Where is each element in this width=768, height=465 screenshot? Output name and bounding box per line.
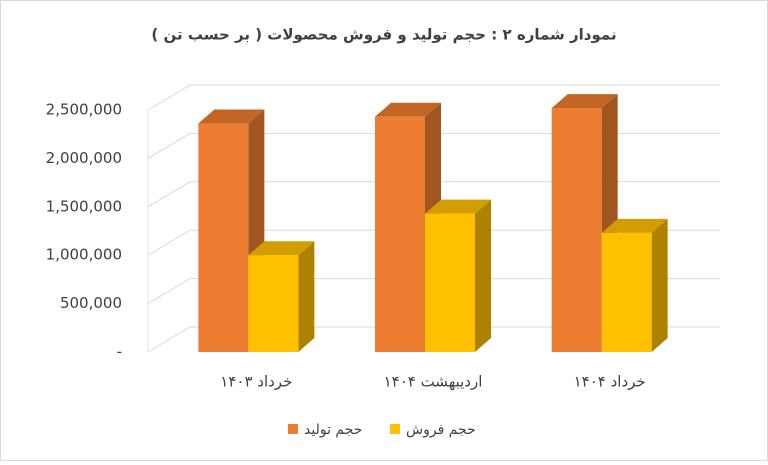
legend-label: حجم تولید [304, 422, 362, 438]
grid-line [147, 326, 720, 353]
y-tick-label: 1,500,000 [46, 197, 122, 215]
legend-label: حجم فروش [406, 422, 476, 438]
bar [375, 116, 425, 352]
chart-title: نمودار شماره ۲ : حجم تولید و فروش محصولا… [151, 26, 616, 44]
bar-side [651, 218, 668, 352]
legend-swatch [288, 424, 298, 434]
bar-top [248, 241, 315, 256]
grid-line [147, 278, 720, 305]
y-tick-label: 500,000 [60, 294, 122, 312]
grid-line [147, 229, 720, 256]
bar-top [601, 218, 668, 233]
bar [198, 123, 249, 352]
bar [601, 232, 652, 352]
bar [248, 255, 299, 352]
y-tick-label: - [117, 343, 122, 361]
x-tick-label: اردیبهشت ۱۴۰۴ [384, 373, 483, 391]
y-tick-label: 1,000,000 [46, 246, 122, 264]
grid-line [147, 84, 720, 111]
bar-top [198, 109, 265, 124]
y-tick-label: 2,500,000 [46, 101, 122, 119]
bar-top [425, 199, 491, 214]
grid-line [147, 181, 720, 208]
bar-side [475, 199, 491, 352]
bar [551, 108, 602, 353]
bar [425, 213, 475, 352]
grid-line [147, 132, 720, 159]
y-tick-label: 2,000,000 [46, 149, 122, 167]
x-tick-label: خرداد ۱۴۰۳ [220, 373, 292, 391]
bar-top [375, 102, 441, 117]
x-tick-label: خرداد ۱۴۰۴ [574, 373, 646, 391]
bar-top [551, 94, 618, 109]
legend-swatch [390, 424, 400, 434]
bar-side [298, 241, 315, 352]
